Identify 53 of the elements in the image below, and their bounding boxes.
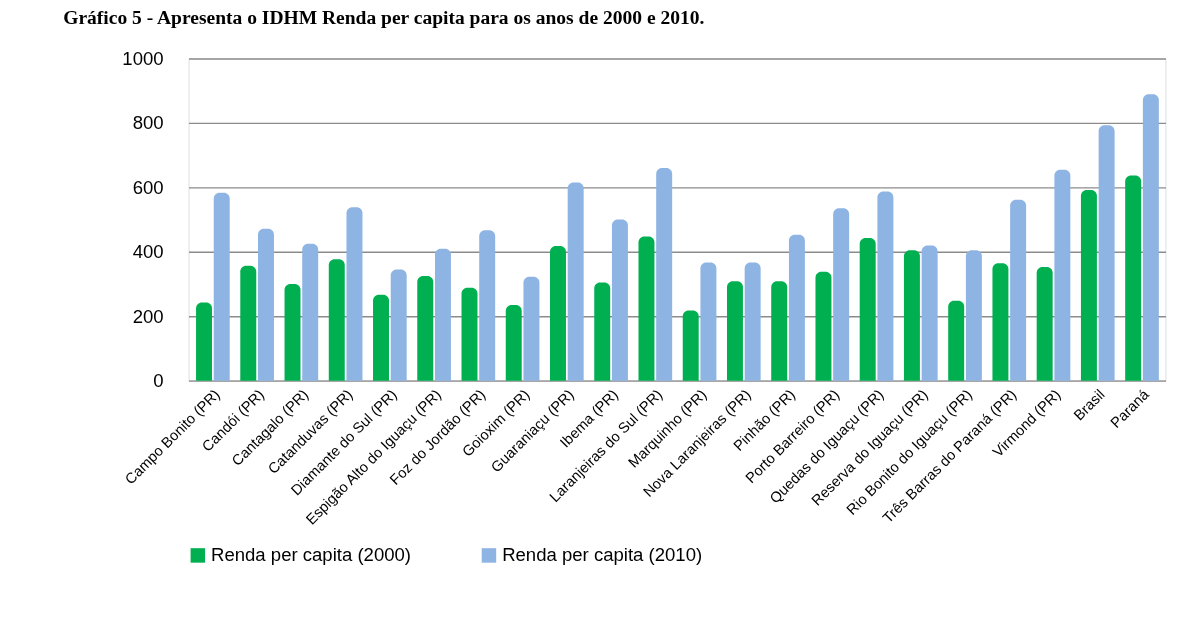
bar [965, 250, 982, 381]
bar [196, 302, 213, 381]
bar [257, 228, 274, 381]
bar [213, 192, 230, 381]
bar [1054, 169, 1071, 381]
bar [1098, 125, 1115, 381]
chart-title: Gráfico 5 - Apresenta o IDHM Renda per capita para os anos de 2000 e 2010. [63, 7, 705, 29]
bar [390, 269, 407, 381]
bar [594, 282, 611, 381]
bar [434, 248, 451, 381]
legend-label: Renda per capita (2000) [211, 544, 412, 566]
bar [550, 246, 566, 381]
bar [771, 281, 788, 381]
bar [859, 237, 876, 381]
bar [479, 230, 496, 381]
y-tick-label: 200 [132, 305, 164, 327]
bar [992, 263, 1009, 381]
bar [611, 219, 628, 381]
y-tick-label: 1000 [122, 47, 164, 69]
bar [328, 259, 345, 381]
legend-label: Renda per capita (2010) [502, 544, 703, 566]
bar [373, 294, 389, 381]
bar [1125, 175, 1142, 381]
bar [1080, 189, 1097, 381]
bar [346, 207, 363, 381]
bar [877, 191, 894, 381]
bar [700, 262, 717, 381]
bar [505, 305, 522, 381]
bar [1142, 94, 1159, 381]
bar [921, 245, 938, 381]
bar [523, 276, 540, 381]
bar [682, 310, 699, 381]
bar [417, 276, 434, 381]
bar [567, 182, 584, 381]
y-tick-label: 600 [132, 176, 164, 198]
bar [903, 250, 920, 381]
bar [1010, 199, 1027, 381]
bar [948, 300, 965, 381]
bar [284, 284, 301, 381]
bar [1036, 267, 1053, 381]
y-tick-label: 0 [153, 370, 164, 392]
bar [638, 236, 655, 381]
bar [240, 265, 257, 381]
bar [744, 262, 761, 381]
bar [656, 168, 673, 381]
bar [815, 271, 832, 381]
bar [788, 234, 805, 381]
y-tick-label: 400 [132, 241, 164, 263]
bar [461, 287, 478, 381]
y-tick-label: 800 [132, 112, 164, 134]
bar [833, 208, 850, 381]
bar [302, 243, 319, 381]
bar [726, 281, 743, 381]
